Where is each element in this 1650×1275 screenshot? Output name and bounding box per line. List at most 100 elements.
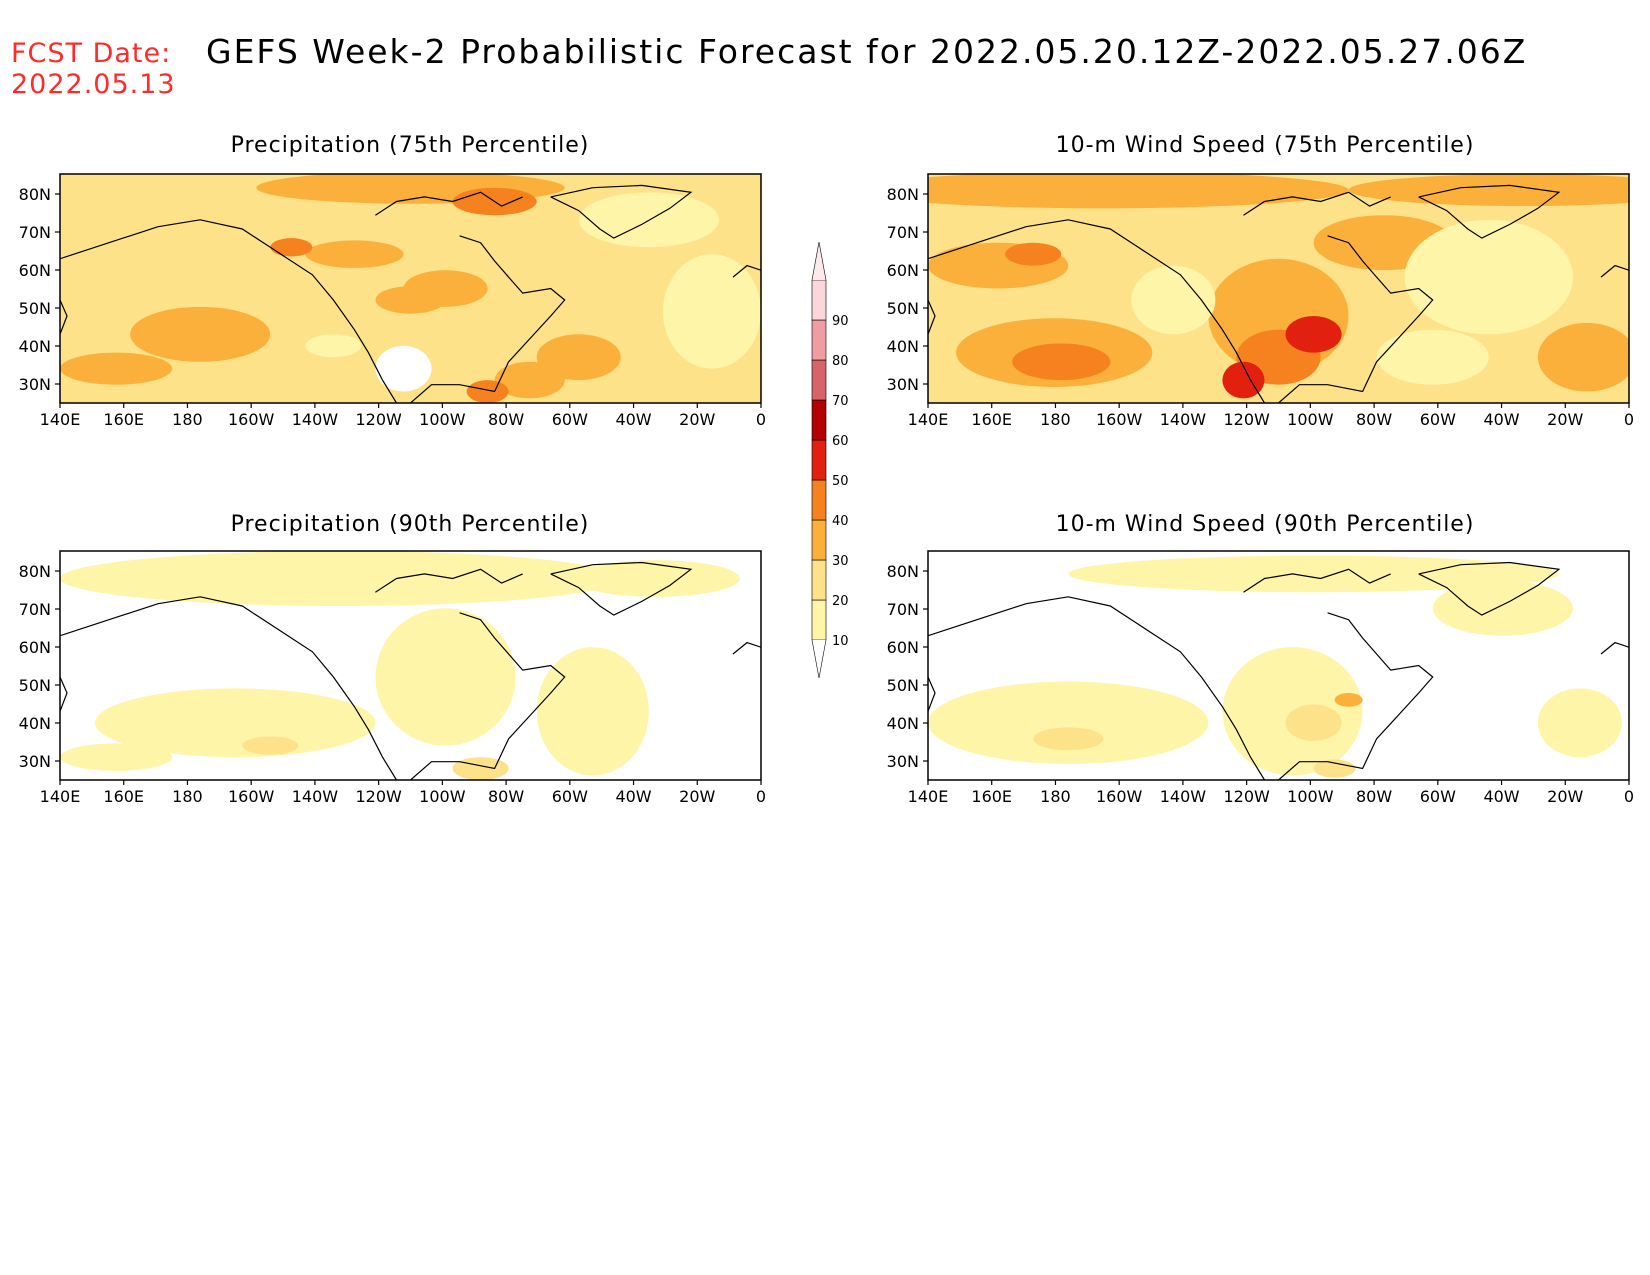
colorbar-bottom-arrow xyxy=(811,639,827,679)
forecast-date-value: 2022.05.13 xyxy=(11,69,176,100)
panel-title-precip-90: Precipitation (90th Percentile) xyxy=(230,512,590,537)
lon-tick-label: 20W xyxy=(1547,410,1583,429)
probability-area xyxy=(494,361,565,399)
probability-area xyxy=(1404,219,1573,335)
probability-area xyxy=(305,240,404,268)
map-fill xyxy=(928,174,1629,403)
lon-tick-label: 180 xyxy=(1040,410,1071,429)
colorbar-swatch xyxy=(811,399,827,441)
coastline xyxy=(1600,264,1629,278)
lon-tick-label: 120W xyxy=(355,787,402,806)
lat-tick-label: 80N xyxy=(19,562,51,581)
coastline xyxy=(1278,235,1434,403)
forecast-date-label: FCST Date: xyxy=(11,38,172,69)
coastline xyxy=(1418,561,1561,616)
probability-area xyxy=(130,306,271,362)
lon-tick-label: 60W xyxy=(1420,787,1456,806)
lon-tick-label: 160W xyxy=(228,410,275,429)
lon-tick-label: 160W xyxy=(1096,787,1143,806)
lat-tick-label: 80N xyxy=(19,185,51,204)
colorbar-label: 10 xyxy=(832,634,849,649)
lat-tick-label: 60N xyxy=(19,638,51,657)
lon-tick-label: 160E xyxy=(103,410,144,429)
probability-area xyxy=(1285,704,1342,742)
probability-area xyxy=(305,334,362,358)
lon-tick-label: 140W xyxy=(1160,787,1207,806)
coastline xyxy=(60,219,398,403)
lon-tick-label: 100W xyxy=(419,410,466,429)
lon-tick-label: 140E xyxy=(908,410,949,429)
probability-area xyxy=(662,254,761,369)
probability-area xyxy=(60,743,173,771)
probability-area xyxy=(466,380,509,403)
panel-title-wind-90: 10-m Wind Speed (90th Percentile) xyxy=(1055,512,1475,537)
lat-tick-label: 60N xyxy=(887,261,919,280)
map-fill xyxy=(928,551,1629,780)
coastline xyxy=(375,191,523,216)
lon-tick-label: 60W xyxy=(552,410,588,429)
lon-tick-label: 140W xyxy=(292,410,339,429)
lat-tick-label: 50N xyxy=(887,676,919,695)
lon-tick-label: 100W xyxy=(419,787,466,806)
colorbar: 10 20 30 40 50 60 70 80 90 xyxy=(811,241,849,679)
colorbar-swatch xyxy=(811,319,827,361)
lon-tick-label: 180 xyxy=(172,787,203,806)
map-panel-wind75: 140E 160E 180 160W 140W 120W 100W 80W 60W 40W 20W 0… xyxy=(887,173,1634,429)
lat-tick-label: 50N xyxy=(19,299,51,318)
colorbar-swatch xyxy=(811,479,827,521)
lon-tick-label: 140E xyxy=(40,787,81,806)
coastline xyxy=(60,676,68,712)
probability-area xyxy=(1376,329,1489,385)
lat-tick-label: 50N xyxy=(887,299,919,318)
coastline xyxy=(60,596,398,780)
lon-tick-label: 20W xyxy=(679,787,715,806)
map-panel-precip90: 140E 160E 180 160W 140W 120W 100W 80W 60W 40W 20W 0… xyxy=(19,550,766,806)
lat-tick-label: 30N xyxy=(19,375,51,394)
lon-tick-label: 180 xyxy=(1040,787,1071,806)
probability-area xyxy=(1537,688,1622,758)
probability-area xyxy=(375,345,432,392)
lon-tick-label: 40W xyxy=(615,410,651,429)
probability-area xyxy=(1005,242,1062,266)
probability-area xyxy=(1432,580,1573,636)
lon-tick-label: 40W xyxy=(1483,410,1519,429)
probability-area xyxy=(928,174,1349,209)
colorbar-label: 50 xyxy=(832,474,849,489)
lon-tick-label: 80W xyxy=(1356,410,1392,429)
probability-area xyxy=(375,608,516,746)
page-title: GEFS Week-2 Probabilistic Forecast for 2… xyxy=(206,32,1528,71)
lon-tick-label: 20W xyxy=(679,410,715,429)
colorbar-swatch xyxy=(811,439,827,481)
probability-area xyxy=(242,736,299,755)
lon-tick-label: 40W xyxy=(1483,787,1519,806)
colorbar-label: 90 xyxy=(832,314,849,329)
lat-tick-label: 70N xyxy=(887,223,919,242)
probability-area xyxy=(60,551,621,606)
lat-tick-label: 40N xyxy=(887,714,919,733)
probability-area xyxy=(403,270,488,307)
coastline xyxy=(928,219,1266,403)
lon-tick-label: 120W xyxy=(1223,410,1270,429)
probability-area xyxy=(1348,174,1629,207)
lon-tick-label: 20W xyxy=(1547,787,1583,806)
map-fill xyxy=(60,551,761,780)
colorbar-label: 60 xyxy=(832,434,849,449)
probability-area xyxy=(1537,322,1629,392)
probability-area xyxy=(1012,343,1111,381)
map-panel-wind90: 140E 160E 180 160W 140W 120W 100W 80W 60W 40W 20W 0… xyxy=(887,550,1634,806)
map-frame xyxy=(927,550,1630,781)
lon-tick-label: 140E xyxy=(40,410,81,429)
lon-tick-label: 0 xyxy=(1624,410,1634,429)
lon-tick-label: 180 xyxy=(172,410,203,429)
colorbar-swatch xyxy=(811,519,827,561)
colorbar-swatch xyxy=(811,599,827,641)
lat-tick-label: 40N xyxy=(19,714,51,733)
probability-area xyxy=(571,560,740,597)
probability-area xyxy=(270,238,313,257)
probability-area xyxy=(60,352,173,385)
coastline xyxy=(1600,641,1629,655)
coastline xyxy=(60,299,68,335)
probability-area xyxy=(95,688,376,758)
coastline xyxy=(1278,612,1434,780)
